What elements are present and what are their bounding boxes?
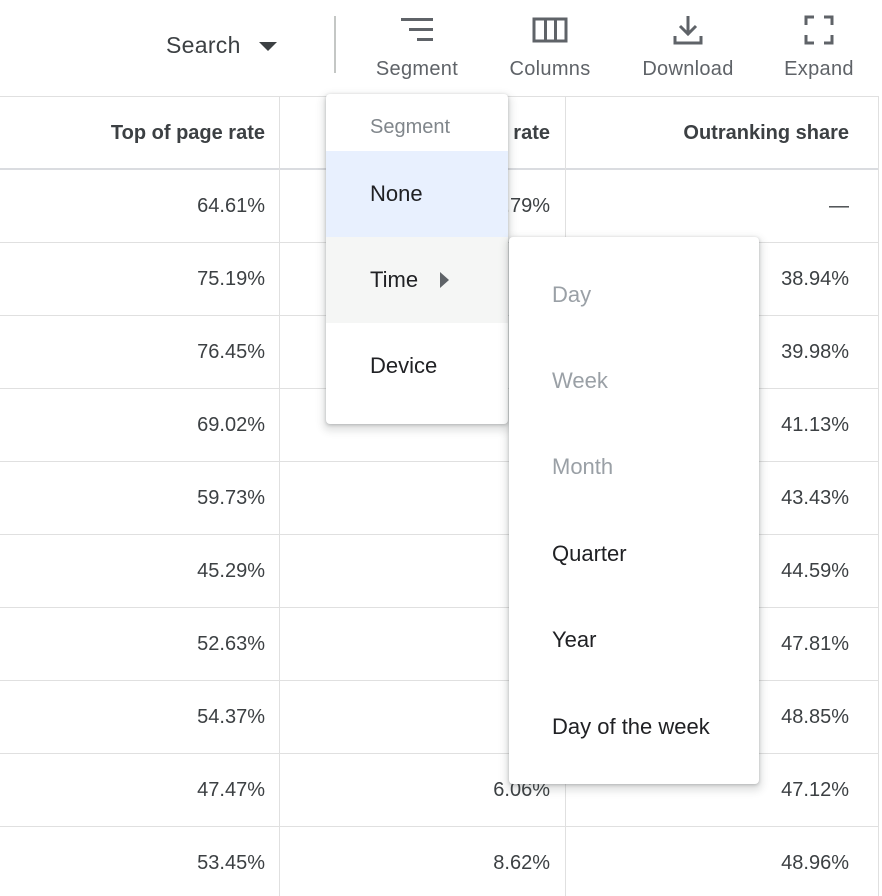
download-button[interactable]: Download bbox=[638, 10, 738, 86]
table-cell: 39.98% bbox=[781, 340, 849, 363]
segment-button[interactable]: Segment bbox=[372, 10, 462, 86]
table-cell: 54.37% bbox=[197, 705, 265, 728]
table-cell: 69.02% bbox=[197, 413, 265, 436]
table-cell: 41.13% bbox=[781, 413, 849, 436]
time-option-month: Month bbox=[552, 454, 614, 479]
expand-icon bbox=[799, 10, 839, 50]
table-cell: — bbox=[829, 194, 849, 217]
table-cell: 6.06% bbox=[493, 778, 550, 801]
table-cell: 59.73% bbox=[197, 486, 265, 509]
table-cell: 38.94% bbox=[781, 267, 849, 290]
table-cell: 64.61% bbox=[197, 194, 265, 217]
table-cell: .79% bbox=[504, 194, 550, 217]
expand-button-label: Expand bbox=[784, 58, 854, 80]
search-dropdown[interactable]: Search bbox=[166, 30, 277, 60]
table-cell: 47.81% bbox=[781, 632, 849, 655]
segment-option-label: Time bbox=[370, 267, 419, 292]
table-cell: 76.45% bbox=[197, 340, 265, 363]
table-cell: 48.96% bbox=[781, 851, 849, 874]
segment-button-label: Segment bbox=[375, 58, 459, 80]
toolbar-divider bbox=[334, 16, 336, 73]
time-submenu: Day Week Month Quarter Year Day of the w… bbox=[509, 237, 759, 784]
table-cell: 43.43% bbox=[781, 486, 849, 509]
table-cell: 47.47% bbox=[197, 778, 265, 801]
segment-option-label: None bbox=[370, 181, 423, 206]
search-dropdown-label: Search bbox=[166, 31, 241, 58]
download-icon bbox=[668, 10, 708, 50]
segment-icon bbox=[397, 10, 437, 50]
time-option-day-of-week[interactable]: Day of the week bbox=[552, 714, 710, 739]
table-cell: 53.45% bbox=[197, 851, 265, 874]
columns-icon bbox=[530, 10, 570, 50]
columns-button[interactable]: Columns bbox=[505, 10, 595, 86]
segment-menu: Segment None Time Device bbox=[326, 94, 508, 424]
table-cell: 52.63% bbox=[197, 632, 265, 655]
column-header-outranking-share[interactable]: Outranking share bbox=[683, 122, 849, 144]
time-option-year[interactable]: Year bbox=[552, 627, 597, 652]
expand-button[interactable]: Expand bbox=[780, 10, 858, 86]
time-option-day: Day bbox=[552, 282, 592, 307]
table-cell: 8.62% bbox=[493, 851, 550, 874]
caret-down-icon bbox=[258, 41, 277, 51]
segment-option-time[interactable]: Time bbox=[326, 237, 508, 323]
segment-option-none[interactable]: None bbox=[326, 151, 508, 237]
table-cell: 48.85% bbox=[781, 705, 849, 728]
segment-menu-heading: Segment bbox=[370, 116, 451, 138]
table-cell: 75.19% bbox=[197, 267, 265, 290]
download-button-label: Download bbox=[642, 58, 734, 80]
segment-option-label: Device bbox=[370, 353, 438, 378]
table-row: 53.45% 8.62% 48.96% bbox=[0, 827, 878, 896]
column-divider bbox=[878, 96, 879, 896]
submenu-arrow-icon bbox=[440, 272, 450, 288]
table-row: 54.37% 4. 48.85% bbox=[0, 681, 878, 754]
segment-option-device[interactable]: Device bbox=[326, 323, 508, 409]
table-cell: 45.29% bbox=[197, 559, 265, 582]
time-option-quarter[interactable]: Quarter bbox=[552, 541, 627, 566]
column-divider bbox=[279, 96, 280, 896]
table-cell: 44.59% bbox=[781, 559, 849, 582]
table-cell: 47.12% bbox=[781, 778, 849, 801]
table-row: 47.47% 6.06% 47.12% bbox=[0, 754, 878, 827]
column-header-rate[interactable]: rate bbox=[513, 122, 550, 144]
time-option-week: Week bbox=[552, 368, 608, 393]
columns-button-label: Columns bbox=[509, 58, 591, 80]
toolbar: Search Segment Columns bbox=[0, 0, 882, 96]
column-header-top-of-page-rate[interactable]: Top of page rate bbox=[110, 122, 265, 144]
